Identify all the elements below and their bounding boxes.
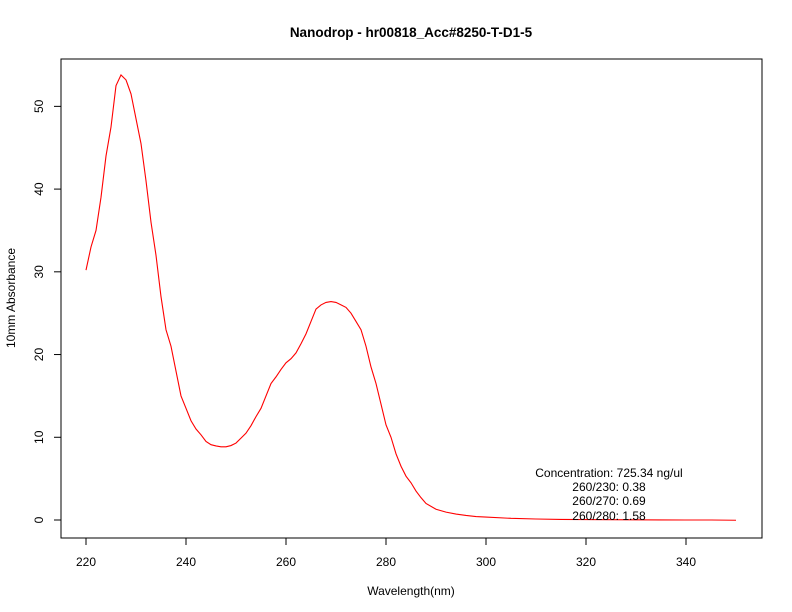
annotation-ratio-260-270: 260/270: 0.69	[572, 494, 646, 508]
x-tick-label-300: 300	[476, 555, 496, 569]
measurement-annotation: Concentration: 725.34 ng/ul 260/230: 0.3…	[535, 466, 682, 523]
annotation-concentration: Concentration: 725.34 ng/ul	[535, 466, 682, 480]
y-axis: 0 10 20 30 40 50	[32, 99, 62, 523]
chart-title: Nanodrop - hr00818_Acc#8250-T-D1-5	[290, 25, 533, 40]
x-tick-label-280: 280	[376, 555, 396, 569]
x-axis: 220 240 260 280 300 320 340	[76, 537, 696, 569]
absorbance-points	[85, 74, 737, 521]
annotation-ratio-260-230: 260/230: 0.38	[572, 480, 646, 494]
y-tick-label-0: 0	[32, 516, 46, 523]
x-tick-label-340: 340	[676, 555, 696, 569]
y-tick-label-30: 30	[32, 265, 46, 279]
x-tick-label-240: 240	[176, 555, 196, 569]
x-tick-label-220: 220	[76, 555, 96, 569]
absorbance-curve	[85, 73, 737, 521]
y-axis-label: 10mm Absorbance	[4, 248, 18, 348]
y-tick-label-20: 20	[32, 348, 46, 362]
annotation-ratio-260-280: 260/280: 1.58	[572, 509, 646, 523]
y-tick-label-10: 10	[32, 430, 46, 444]
x-tick-label-320: 320	[576, 555, 596, 569]
x-tick-label-260: 260	[276, 555, 296, 569]
y-tick-label-50: 50	[32, 99, 46, 113]
x-axis-label: Wavelength(nm)	[367, 584, 455, 598]
y-tick-label-40: 40	[32, 182, 46, 196]
